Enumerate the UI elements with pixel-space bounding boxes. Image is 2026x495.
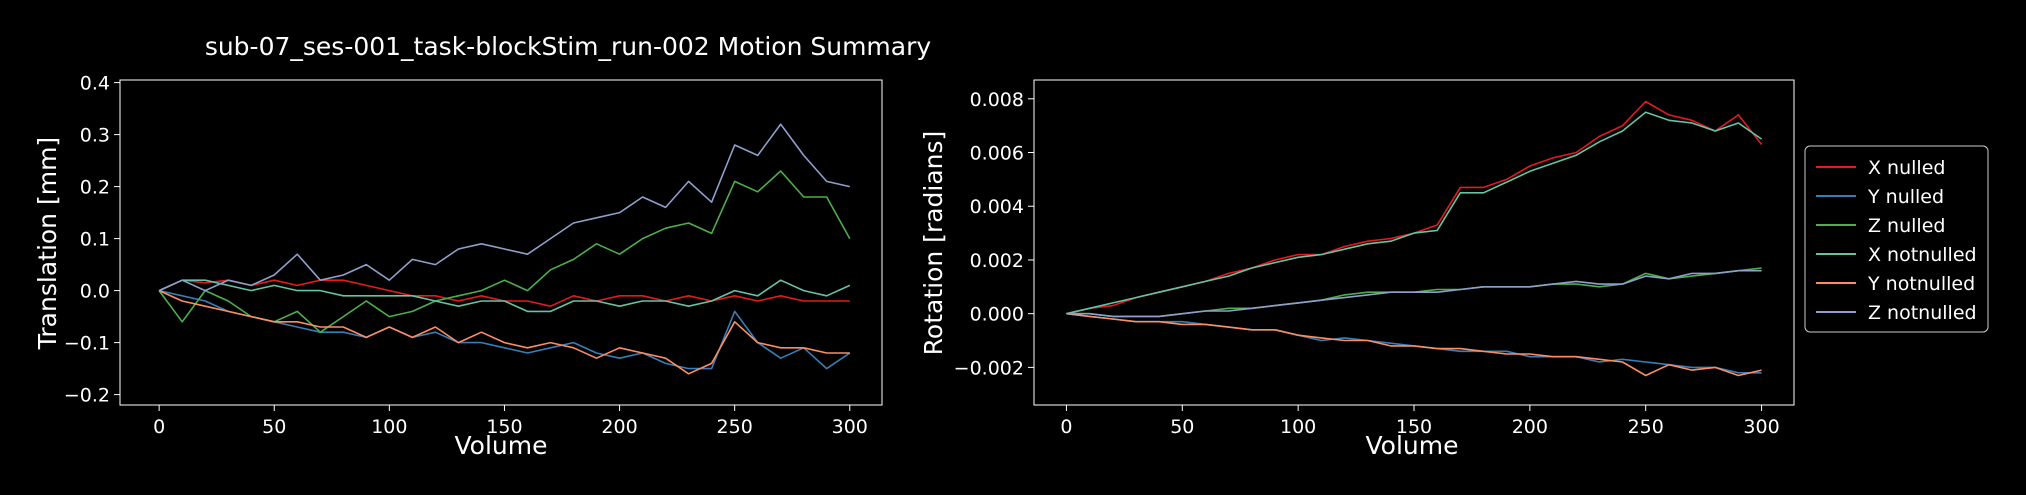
rotation-series-x-notnulled bbox=[1066, 111, 1763, 315]
translation-ticks: 0 50 100 150 200 250 300 −0.2 −0.1 0.0 0.1 0.2 0.3 0.… bbox=[64, 73, 868, 438]
rotation-panel: 0 50 100 150 200 250 300 −0.002 0.000 0.002 0.004 0… bbox=[919, 79, 1795, 460]
legend-label-x-nulled: X nulled bbox=[1868, 157, 1945, 179]
rotation-xlabel: Volume bbox=[1366, 431, 1459, 460]
legend-label-y-notnulled: Y notnulled bbox=[1867, 273, 1975, 295]
translation-series-lines bbox=[158, 123, 851, 375]
rotation-series-y-notnulled bbox=[1066, 312, 1762, 377]
translation-ytick-label: −0.1 bbox=[64, 333, 110, 355]
translation-ytick-label: 0.4 bbox=[80, 73, 110, 95]
rotation-ytick-label: −0.002 bbox=[954, 357, 1024, 379]
translation-series-y-notnulled bbox=[158, 289, 850, 375]
translation-ytick-label: −0.2 bbox=[64, 385, 110, 407]
rotation-ytick-label: 0.004 bbox=[970, 196, 1024, 218]
rotation-xtick-label: 300 bbox=[1743, 416, 1779, 438]
rotation-xtick-label: 250 bbox=[1628, 416, 1664, 438]
rotation-xtick-label: 150 bbox=[1396, 416, 1432, 438]
translation-xtick-label: 150 bbox=[486, 416, 522, 438]
rotation-ytick-label: 0.002 bbox=[970, 250, 1024, 272]
rotation-ylabel: Rotation [radians] bbox=[919, 131, 948, 356]
legend-label-z-notnulled: Z notnulled bbox=[1868, 302, 1977, 324]
legend: X nulled Y nulled Z nulled X notnulled Y not… bbox=[1804, 145, 1989, 333]
translation-axes-frame bbox=[119, 79, 883, 406]
figure-title: sub-07_ses-001_task-blockStim_run-002 Mo… bbox=[205, 32, 932, 61]
rotation-xtick-label: 100 bbox=[1280, 416, 1316, 438]
rotation-ticks: 0 50 100 150 200 250 300 −0.002 0.000 0.002 0.004 0… bbox=[954, 89, 1780, 438]
translation-xtick-label: 250 bbox=[717, 416, 753, 438]
rotation-ytick-label: 0.006 bbox=[970, 143, 1024, 165]
translation-xtick-label: 200 bbox=[601, 416, 637, 438]
rotation-xtick-label: 0 bbox=[1060, 416, 1072, 438]
legend-label-y-nulled: Y nulled bbox=[1867, 186, 1944, 208]
translation-ytick-label: 0.3 bbox=[80, 125, 110, 147]
translation-ytick-label: 0.0 bbox=[80, 281, 110, 303]
translation-xtick-label: 100 bbox=[371, 416, 407, 438]
rotation-series-z-notnulled bbox=[1066, 269, 1762, 318]
translation-series-z-notnulled bbox=[158, 123, 850, 292]
translation-ylabel: Translation [mm] bbox=[33, 137, 62, 350]
rotation-xtick-label: 50 bbox=[1170, 416, 1194, 438]
translation-ytick-label: 0.1 bbox=[80, 229, 110, 251]
rotation-series-lines bbox=[1066, 100, 1763, 377]
translation-ytick-label: 0.2 bbox=[80, 177, 110, 199]
translation-panel: 0 50 100 150 200 250 300 −0.2 −0.1 0.0 0.1 0.2 0.3 0.… bbox=[33, 73, 883, 460]
legend-label-z-nulled: Z nulled bbox=[1868, 215, 1945, 237]
rotation-ytick-label: 0.000 bbox=[970, 304, 1024, 326]
translation-xlabel: Volume bbox=[455, 431, 548, 460]
translation-xtick-label: 300 bbox=[832, 416, 868, 438]
legend-label-x-notnulled: X notnulled bbox=[1868, 244, 1977, 266]
translation-xtick-label: 50 bbox=[262, 416, 286, 438]
translation-xtick-label: 0 bbox=[153, 416, 165, 438]
translation-series-x-notnulled bbox=[158, 279, 851, 313]
rotation-ytick-label: 0.008 bbox=[970, 89, 1024, 111]
legend-frame bbox=[1804, 145, 1989, 333]
rotation-xtick-label: 200 bbox=[1512, 416, 1548, 438]
